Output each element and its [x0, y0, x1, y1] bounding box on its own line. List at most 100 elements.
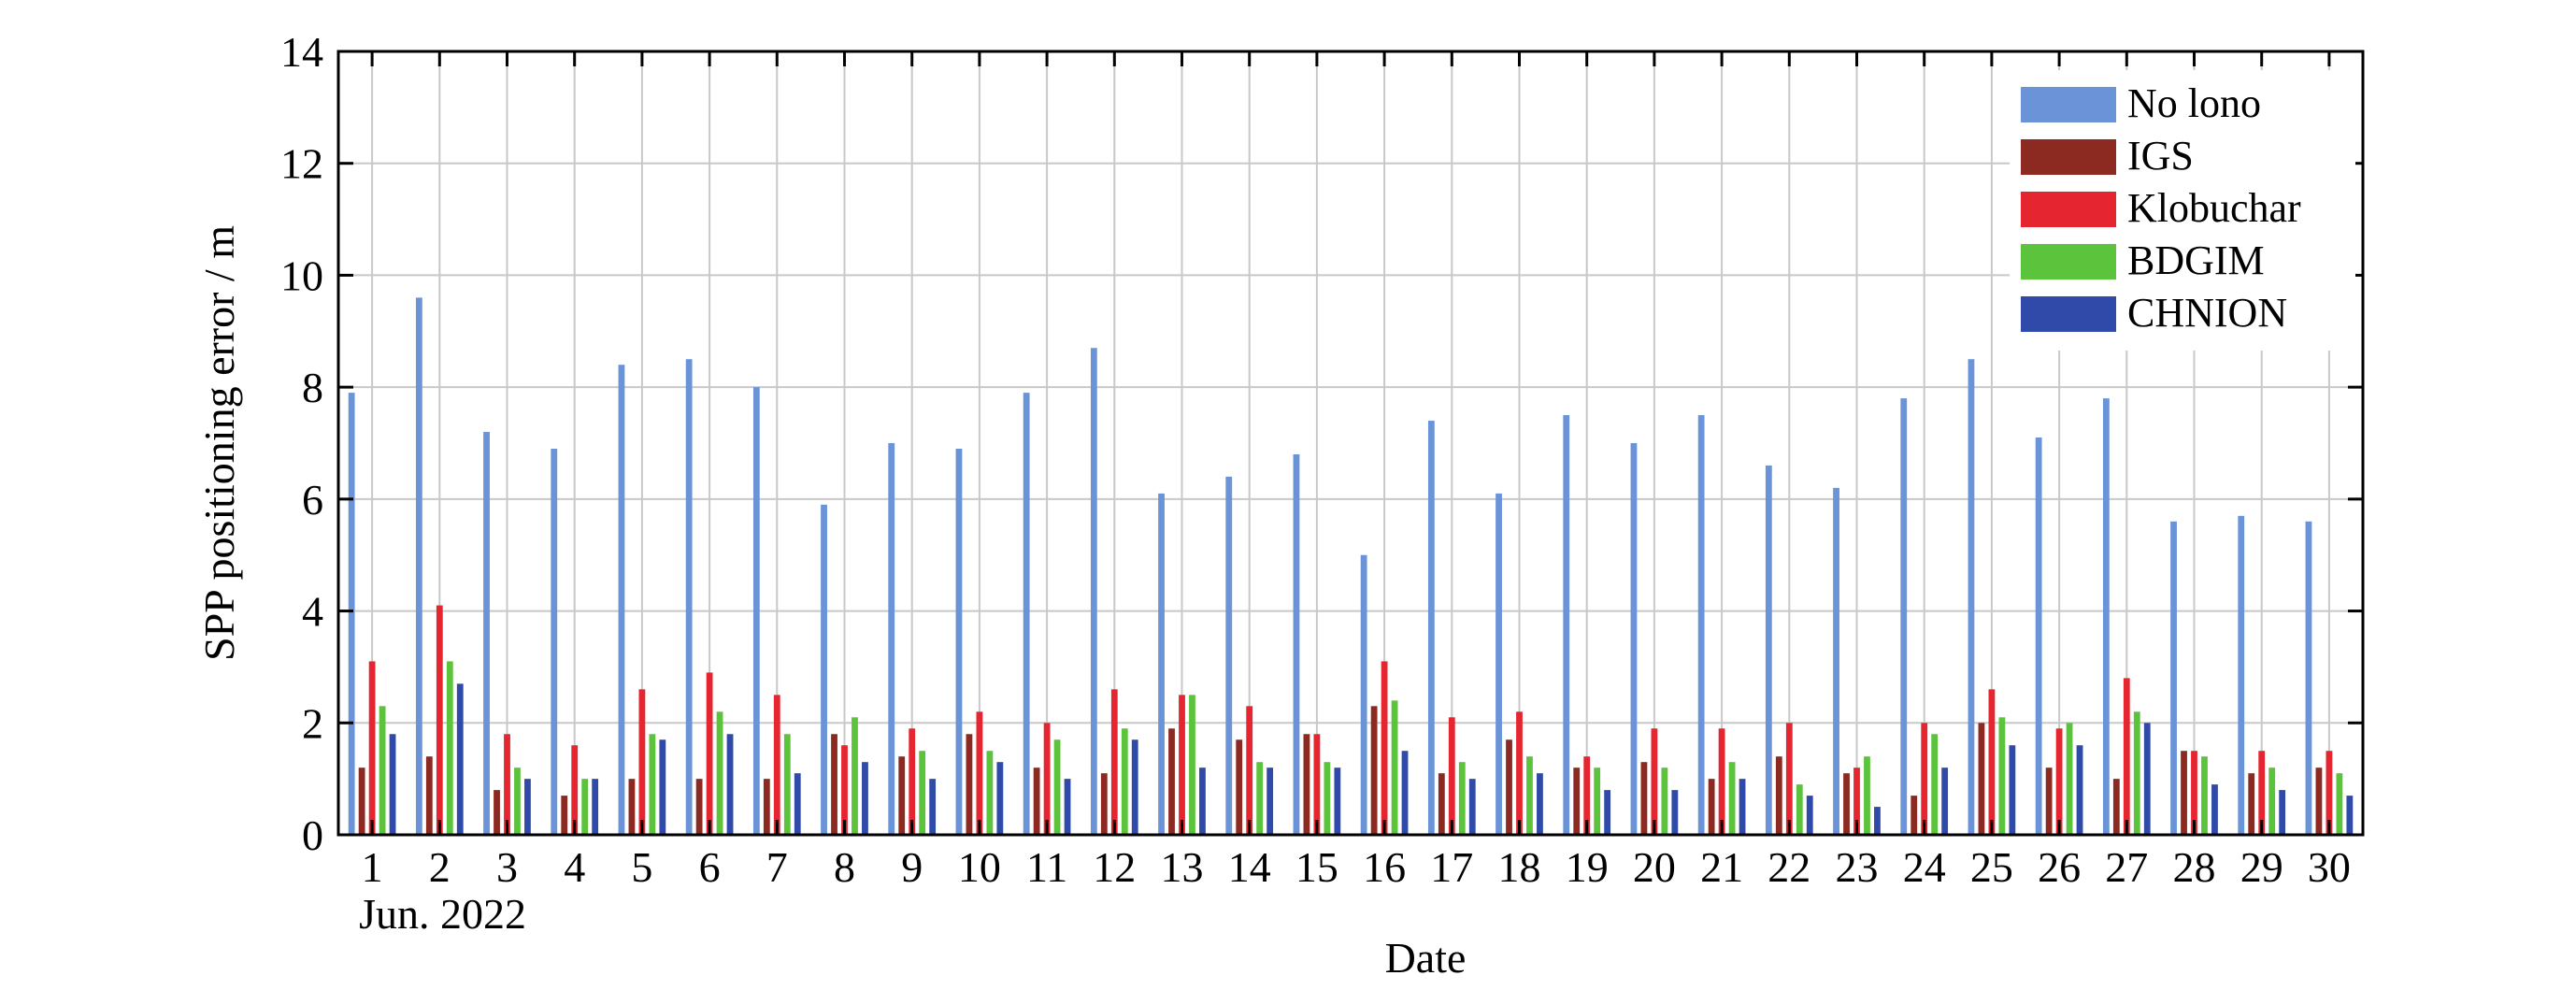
- bar-igs: [831, 734, 837, 835]
- bar-chnion: [1334, 768, 1341, 835]
- legend-swatch: [2021, 296, 2116, 332]
- bar-igs: [695, 779, 703, 835]
- bar-no-lono: [1090, 348, 1097, 835]
- bar-chnion: [1401, 751, 1409, 835]
- bar-klobuchar: [1043, 723, 1051, 835]
- bar-igs: [1506, 739, 1512, 835]
- bar-no-lono: [821, 504, 827, 835]
- bar-chnion: [1064, 779, 1071, 835]
- y-axis-title: SPP positioning error / m: [195, 225, 243, 661]
- bar-klobuchar: [841, 745, 848, 835]
- bar-klobuchar: [2123, 678, 2130, 835]
- bar-bdgim: [1594, 768, 1601, 835]
- bar-bdgim: [2201, 756, 2208, 835]
- bar-klobuchar: [1785, 723, 1793, 835]
- bar-chnion: [1941, 768, 1949, 835]
- x-tick-label: 17: [1430, 843, 1473, 891]
- x-tick-label: 29: [2240, 843, 2283, 891]
- x-tick-label: 20: [1633, 843, 1676, 891]
- legend-label: BDGIM: [2127, 237, 2265, 283]
- bar-chnion: [1267, 768, 1274, 835]
- bar-chnion: [2279, 790, 2286, 835]
- bar-igs: [1640, 762, 1648, 835]
- bar-chnion: [1199, 768, 1206, 835]
- bar-bdgim: [852, 717, 858, 835]
- bar-no-lono: [618, 365, 625, 835]
- bar-chnion: [1739, 779, 1746, 835]
- bar-igs: [2315, 768, 2323, 835]
- bar-bdgim: [379, 706, 386, 835]
- bar-bdgim: [514, 768, 521, 835]
- plot-frame: [336, 50, 2365, 837]
- bar-bdgim: [1391, 700, 1398, 835]
- x-tick-label: 8: [834, 843, 855, 891]
- bar-no-lono: [551, 448, 558, 835]
- bar-igs: [1911, 796, 1918, 835]
- bar-chnion: [2076, 745, 2083, 835]
- bar-bdgim: [1864, 756, 1870, 835]
- bar-klobuchar: [773, 695, 780, 835]
- y-tick-label: 12: [280, 140, 323, 188]
- bar-klobuchar: [1448, 717, 1455, 835]
- bar-bdgim: [986, 751, 994, 835]
- bar-no-lono: [2102, 398, 2110, 835]
- bar-klobuchar: [1651, 728, 1658, 835]
- legend-label: No lono: [2127, 80, 2261, 126]
- bar-klobuchar: [2258, 751, 2266, 835]
- bar-bdgim: [581, 779, 589, 835]
- bar-no-lono: [1293, 453, 1300, 835]
- x-tick-label: 19: [1566, 843, 1609, 891]
- y-tick-labels: 0 2 4 6 8 10 12 14: [280, 28, 323, 859]
- bar-bdgim: [1256, 762, 1264, 835]
- bar-bdgim: [1324, 762, 1331, 835]
- bar-no-lono: [1765, 465, 1772, 835]
- bar-chnion: [726, 734, 734, 835]
- x-tick-label: 1: [362, 843, 383, 891]
- bar-no-lono: [1968, 359, 1975, 835]
- bar-bdgim: [2133, 711, 2140, 835]
- x-tick-label: 30: [2308, 843, 2351, 891]
- bar-klobuchar: [1246, 706, 1253, 835]
- x-tick-label: 25: [1970, 843, 2013, 891]
- x-tick-label: 9: [901, 843, 923, 891]
- bar-chnion: [389, 734, 396, 835]
- bar-igs: [763, 779, 770, 835]
- bar-igs: [494, 790, 500, 835]
- x-tick-label: 13: [1161, 843, 1204, 891]
- bar-igs: [1100, 773, 1108, 835]
- bar-klobuchar: [1381, 661, 1388, 835]
- bar-no-lono: [1225, 476, 1233, 835]
- bar-chnion: [1468, 779, 1476, 835]
- bar-no-lono: [1563, 415, 1570, 835]
- bar-no-lono: [1630, 443, 1638, 835]
- bar-chnion: [929, 779, 937, 835]
- legend-label: CHNION: [2127, 290, 2287, 336]
- bar-klobuchar: [504, 734, 510, 835]
- x-axis-title: Date: [1385, 934, 1467, 982]
- bar-chnion: [1874, 807, 1881, 835]
- bar-chnion: [996, 762, 1004, 835]
- x-tick-label: 23: [1836, 843, 1879, 891]
- bar-igs: [1033, 768, 1040, 835]
- bar-chnion: [1537, 773, 1543, 835]
- x-tick-label: 12: [1093, 843, 1136, 891]
- bar-no-lono: [1158, 493, 1165, 835]
- bar-klobuchar: [1110, 689, 1118, 835]
- bar-chnion: [659, 739, 666, 835]
- x-tick-label: 24: [1903, 843, 1946, 891]
- bar-chnion: [1131, 739, 1138, 835]
- x-tick-label: 28: [2173, 843, 2216, 891]
- bar-igs: [1708, 779, 1715, 835]
- bar-igs: [1843, 773, 1850, 835]
- x-tick-label: 4: [564, 843, 585, 891]
- bar-igs: [966, 734, 973, 835]
- bar-klobuchar: [2055, 728, 2063, 835]
- bar-igs: [425, 756, 433, 835]
- y-tick-label: 8: [302, 364, 323, 411]
- bar-chnion: [1671, 790, 1679, 835]
- bar-igs: [898, 756, 906, 835]
- bar-chnion: [2346, 796, 2354, 835]
- bar-chnion: [2143, 723, 2151, 835]
- bar-igs: [2248, 773, 2255, 835]
- y-tick-label: 4: [302, 588, 323, 636]
